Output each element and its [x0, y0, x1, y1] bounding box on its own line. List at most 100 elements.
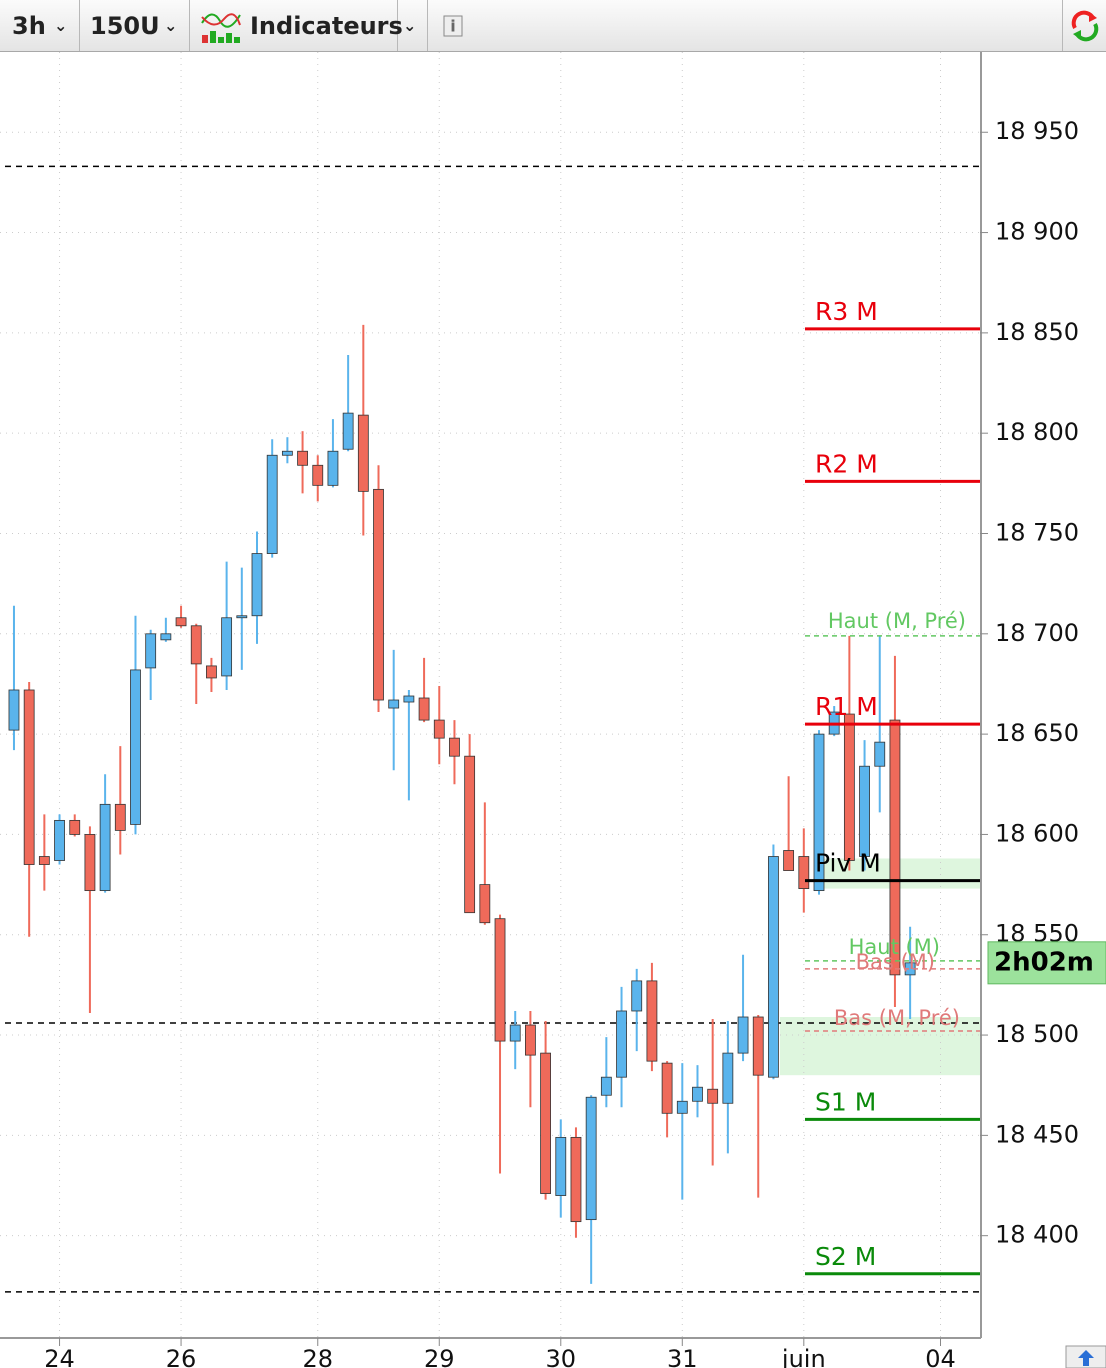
- candle-body: [494, 918, 506, 1042]
- candle-body: [540, 1052, 551, 1194]
- candle-body: [722, 1052, 734, 1104]
- chevron: ⌄: [54, 16, 68, 35]
- candle-body: [236, 615, 248, 619]
- y-tick-label: 18 450: [995, 1120, 1079, 1148]
- indicators-button[interactable]: Indicateurs: [190, 0, 403, 51]
- level-label: S2 M: [815, 1242, 876, 1271]
- candle-body: [859, 765, 870, 857]
- x-tick-label: 26: [166, 1345, 197, 1368]
- candle-body: [312, 464, 324, 486]
- candle-body: [479, 884, 491, 924]
- info-button[interactable]: i: [440, 0, 468, 51]
- level-label: Bas (M): [856, 950, 935, 974]
- candle-body: [206, 665, 217, 679]
- candle-body: [130, 669, 141, 825]
- chevron: ⌄: [164, 16, 178, 35]
- x-tick-label: 30: [546, 1345, 577, 1368]
- refresh-button[interactable]: [1062, 0, 1106, 51]
- candle-body: [676, 1100, 688, 1114]
- candle-body: [160, 633, 172, 641]
- candle-body: [600, 1076, 612, 1096]
- candle-body: [114, 803, 126, 831]
- candle-body: [661, 1062, 673, 1114]
- candle-body: [737, 1016, 749, 1054]
- dropdown-button[interactable]: ⌄: [398, 0, 428, 51]
- candle-body: [357, 414, 369, 492]
- candle-body: [555, 1136, 567, 1196]
- candle-body: [69, 819, 81, 835]
- toolbar: 3h ⌄ 150U ⌄ Indicateurs ⌄ i: [0, 0, 1106, 52]
- candle-body: [145, 633, 157, 669]
- candle-body: [8, 689, 20, 731]
- candle-body: [281, 450, 293, 456]
- candle-body: [874, 741, 886, 767]
- candle-body: [373, 488, 384, 701]
- timeframe-button[interactable]: 3h ⌄: [0, 0, 80, 51]
- x-tick-label: juin: [781, 1345, 826, 1368]
- level-label: S1 M: [815, 1087, 876, 1116]
- candle-body: [752, 1016, 764, 1076]
- candle-body: [23, 689, 35, 865]
- candle-body: [251, 553, 263, 617]
- zone: [780, 1017, 980, 1076]
- candle-body: [418, 697, 430, 721]
- level-label: R3 M: [815, 297, 878, 326]
- candle-body: [266, 454, 278, 554]
- level-label: Haut (M): [849, 935, 940, 959]
- x-tick-label: 29: [424, 1345, 455, 1368]
- candle-body: [190, 625, 202, 665]
- y-tick-label: 18 850: [995, 318, 1079, 346]
- candle-body: [433, 719, 445, 739]
- candle-body: [509, 1024, 521, 1042]
- candle-body: [449, 737, 460, 757]
- candle-body: [221, 617, 233, 677]
- scroll-icon: [1078, 1350, 1094, 1366]
- candle-body: [798, 856, 810, 890]
- y-tick-label: 18 600: [995, 819, 1079, 847]
- x-tick-label: 31: [667, 1345, 698, 1368]
- timeframe: 3h: [12, 12, 46, 40]
- candle-body: [585, 1096, 597, 1221]
- y-tick-label: 18 900: [995, 218, 1079, 246]
- y-tick-label: 18 650: [995, 719, 1079, 747]
- level-label: Piv M: [815, 849, 881, 878]
- candle-body: [464, 755, 476, 914]
- candle-body: [99, 803, 111, 892]
- candle-body: [616, 1010, 627, 1078]
- candle-body: [692, 1086, 703, 1102]
- candle-body: [38, 856, 50, 865]
- y-tick-label: 18 400: [995, 1221, 1079, 1249]
- countdown: 2h02m: [994, 947, 1094, 977]
- units-button[interactable]: 150U ⌄: [80, 0, 190, 51]
- candle-body: [84, 834, 96, 892]
- x-tick-label: 04: [925, 1345, 956, 1368]
- x-tick-label: 28: [302, 1345, 333, 1368]
- candle-body: [403, 695, 415, 703]
- candle-body: [646, 980, 658, 1062]
- candle-body: [631, 980, 643, 1012]
- y-tick-label: 18 800: [995, 418, 1079, 446]
- countdown-box: [987, 941, 1106, 985]
- candle-body: [707, 1088, 719, 1104]
- candle-body: [570, 1136, 582, 1223]
- candle-body: [889, 719, 901, 976]
- level-label: Bas (M, Pré): [834, 1006, 960, 1030]
- candle-body: [388, 699, 400, 709]
- y-tick-label: 18 500: [995, 1020, 1079, 1048]
- candle-body: [297, 450, 308, 466]
- candle-body: [342, 412, 354, 450]
- candle-body: [327, 450, 339, 486]
- level-label: Haut (M, Pré): [828, 609, 966, 633]
- info-icon: i: [443, 15, 463, 37]
- candle-body: [783, 850, 795, 871]
- candle-body: [813, 733, 825, 892]
- y-tick-label: 18 700: [995, 619, 1079, 647]
- units: 150U: [90, 12, 160, 40]
- candle-body: [525, 1024, 536, 1056]
- indicator-icon: [201, 13, 241, 43]
- candle-body: [54, 819, 65, 861]
- svg-text:i: i: [450, 17, 455, 36]
